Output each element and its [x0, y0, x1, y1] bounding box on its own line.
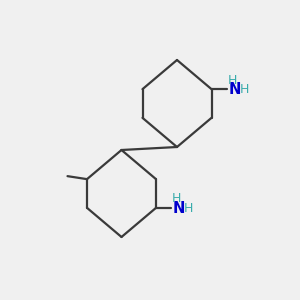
Text: N: N [228, 82, 241, 97]
Text: N: N [173, 201, 185, 216]
Text: H: H [172, 192, 182, 206]
Text: H: H [227, 74, 237, 87]
Text: H: H [240, 83, 249, 96]
Text: H: H [184, 202, 194, 215]
